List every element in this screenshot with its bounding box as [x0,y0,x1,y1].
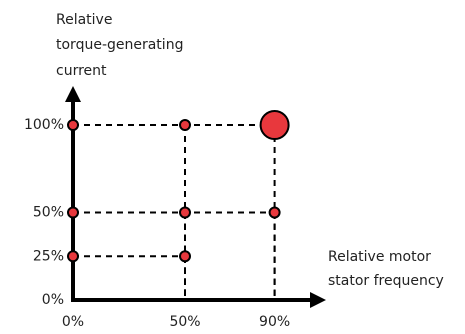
guides [72,124,276,300]
y-axis-label: Relative [56,12,112,28]
y-tick-label: 100% [24,117,64,133]
y-tick-label: 0% [42,292,64,308]
x-tick-label: 90% [259,314,290,330]
point [179,250,191,263]
y-axis-arrow [65,86,81,102]
point [179,119,191,131]
x-axis-arrow [310,292,326,308]
highlight-point [259,110,290,140]
x-tick-label: 50% [169,314,200,330]
x-tick-label: 0% [62,314,84,330]
x-axis-label: Relative motor [328,249,431,265]
x-axis-label: stator frequency [328,273,444,289]
y-axis-label: current [56,63,107,79]
y-tick-label: 25% [33,248,64,264]
y-tick-label: 50% [33,205,64,221]
point [67,119,79,131]
point [67,206,79,219]
point [67,250,79,263]
point [179,206,191,219]
y-axis-label: torque-generating [56,37,183,53]
point [268,206,281,219]
